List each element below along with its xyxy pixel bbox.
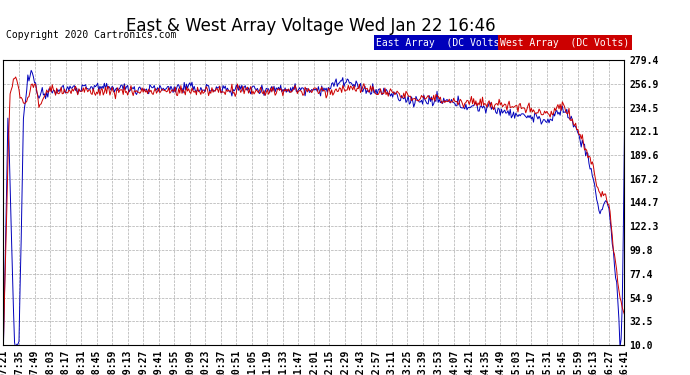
Text: West Array  (DC Volts): West Array (DC Volts) bbox=[500, 38, 629, 48]
Text: East Array  (DC Volts): East Array (DC Volts) bbox=[376, 38, 505, 48]
Text: East & West Array Voltage Wed Jan 22 16:46: East & West Array Voltage Wed Jan 22 16:… bbox=[126, 17, 495, 35]
Text: Copyright 2020 Cartronics.com: Copyright 2020 Cartronics.com bbox=[6, 30, 176, 40]
